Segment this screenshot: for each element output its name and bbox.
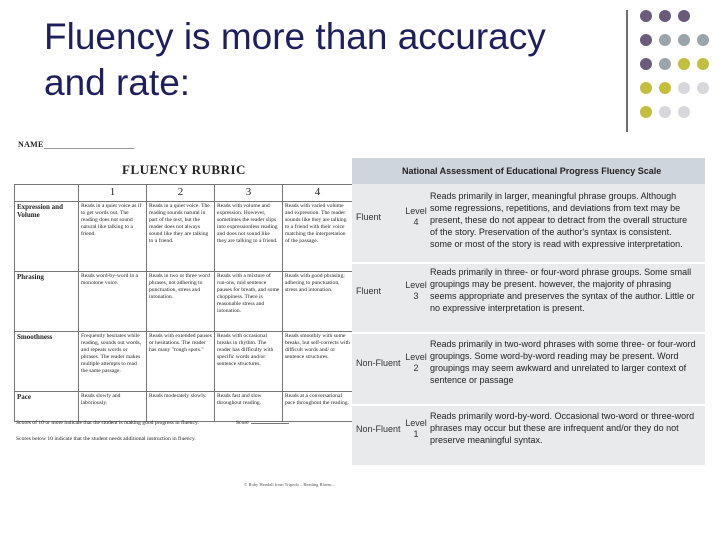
rubric-cell: Reads in two or three word phrases, not … [146, 271, 215, 332]
naep-header: National Assessment of Educational Progr… [352, 158, 705, 184]
rubric-criterion: Smoothness [14, 331, 79, 392]
rubric-cell: Reads with varied volume and expression.… [282, 201, 353, 272]
rubric-footer-credit: © Ruby Hendall from Tripodo – Reading Bl… [244, 482, 335, 487]
rubric-cell: Reads word-by-word in a monotone voice. [78, 271, 147, 332]
slide-title-line-1: Fluency is more than accuracy [44, 16, 546, 57]
decorative-dot [659, 10, 671, 22]
rubric-col-header: 3 [214, 184, 283, 202]
rubric-criterion: Expression and Volume [14, 201, 79, 272]
rubric-cell: Reads with extended pauses or hesitation… [146, 331, 215, 392]
decorative-dot [659, 58, 671, 70]
naep-row-divider [352, 404, 705, 406]
rubric-score-label: Score [236, 420, 249, 426]
decorative-dot [640, 82, 652, 94]
rubric-score: Score [236, 420, 289, 426]
naep-level-number: 2 [413, 363, 419, 373]
decorative-dot [697, 58, 709, 70]
naep-row-divider [352, 332, 705, 334]
rubric-table: 1 2 3 4 Expression and Volume Reads in a… [14, 184, 353, 422]
naep-category: Non-Fluent [356, 424, 401, 434]
rubric-cell: Reads with a mixture of run-ons, mid sen… [214, 271, 283, 332]
rubric-name-label: NAME [18, 140, 44, 149]
rubric-cell: Reads with volume and expression. Howeve… [214, 201, 283, 272]
slide-title: Fluency is more than accuracy and rate: [44, 14, 624, 106]
rubric-row: Pace Reads slowly and laboriously. Reads… [14, 391, 353, 422]
rubric-note-1: Scores of 10 or more indicate that the s… [16, 420, 199, 426]
rubric-col-header: 2 [146, 184, 215, 202]
decorative-dot [697, 34, 709, 46]
rubric-cell: Frequently hesitates while reading, soun… [78, 331, 147, 392]
naep-row-level-4: Fluent Level 4 Reads primarily in larger… [352, 186, 705, 262]
rubric-header-row: 1 2 3 4 [14, 184, 353, 202]
rubric-notes: Scores of 10 or more indicate that the s… [16, 420, 352, 452]
decorative-dot [678, 82, 690, 94]
decorative-dot [678, 10, 690, 22]
naep-fluency-scale: National Assessment of Educational Progr… [352, 158, 705, 465]
rubric-cell: Reads moderately slowly. [146, 391, 215, 422]
title-divider-line [626, 10, 628, 132]
rubric-title: FLUENCY RUBRIC [122, 162, 246, 177]
naep-category: Fluent [356, 286, 382, 296]
naep-description: Reads primarily in three- or four-word p… [430, 267, 695, 313]
naep-level: Level 1 [402, 418, 430, 440]
naep-level-word: Level [405, 280, 427, 290]
rubric-col-header: 1 [78, 184, 147, 202]
decorative-dot [640, 58, 652, 70]
rubric-cell: Reads with occasional breaks in rhythm. … [214, 331, 283, 392]
rubric-row: Phrasing Reads word-by-word in a monoton… [14, 271, 353, 332]
rubric-col-header: 4 [282, 184, 353, 202]
naep-row-divider [352, 262, 705, 264]
rubric-row: Expression and Volume Reads in a quiet v… [14, 201, 353, 272]
naep-description: Reads primarily in two-word phrases with… [430, 339, 696, 385]
decorative-dot [678, 34, 690, 46]
naep-row-level-1: Non-Fluent Level 1 Reads primarily word-… [352, 406, 705, 465]
decorative-dot [640, 10, 652, 22]
naep-level-word: Level [405, 206, 427, 216]
rubric-col-header [14, 184, 79, 202]
slide-title-line-2: and rate: [44, 62, 191, 103]
naep-level-number: 3 [413, 291, 419, 301]
naep-row-level-3: Fluent Level 3 Reads primarily in three-… [352, 264, 705, 332]
naep-level-number: 4 [413, 217, 419, 227]
fluency-rubric-image: NAME FLUENCY RUBRIC 1 2 3 4 Expression a… [14, 138, 354, 488]
rubric-criterion: Phrasing [14, 271, 79, 332]
rubric-cell: Reads with good phrasing; adhering to pu… [282, 271, 353, 332]
rubric-score-line [250, 423, 289, 424]
naep-title: National Assessment of Educational Progr… [402, 166, 662, 176]
rubric-cell: Reads in a quiet voice. The reading soun… [146, 201, 215, 272]
rubric-cell: Reads at a conversational pace throughou… [282, 391, 353, 422]
decorative-dot [678, 106, 690, 118]
decorative-dot [640, 106, 652, 118]
rubric-cell: Reads in a quiet voice as if to get word… [78, 201, 147, 272]
rubric-cell: Reads slowly and laboriously. [78, 391, 147, 422]
naep-level-number: 1 [413, 429, 419, 439]
naep-level: Level 3 [402, 280, 430, 302]
rubric-row: Smoothness Frequently hesitates while re… [14, 331, 353, 392]
naep-description: Reads primarily in larger, meaningful ph… [430, 191, 688, 249]
decorative-dot [678, 58, 690, 70]
rubric-cell: Reads smoothly with some breaks, but sel… [282, 331, 353, 392]
rubric-criterion: Pace [14, 391, 79, 422]
decorative-dot [659, 34, 671, 46]
naep-level: Level 2 [402, 352, 430, 374]
decorative-dot [659, 106, 671, 118]
decorative-dot [640, 34, 652, 46]
naep-level: Level 4 [402, 206, 430, 228]
rubric-cell: Reads fast and slow throughout reading. [214, 391, 283, 422]
decorative-dot [697, 82, 709, 94]
rubric-note-2: Scores below 10 indicate that the studen… [16, 436, 196, 442]
naep-row-level-2: Non-Fluent Level 2 Reads primarily in tw… [352, 334, 705, 404]
naep-description: Reads primarily word-by-word. Occasional… [430, 411, 695, 445]
naep-level-word: Level [405, 418, 427, 428]
naep-level-word: Level [405, 352, 427, 362]
naep-category: Fluent [356, 212, 382, 222]
decorative-dot [659, 82, 671, 94]
naep-category: Non-Fluent [356, 358, 401, 368]
rubric-name-line [44, 148, 134, 149]
